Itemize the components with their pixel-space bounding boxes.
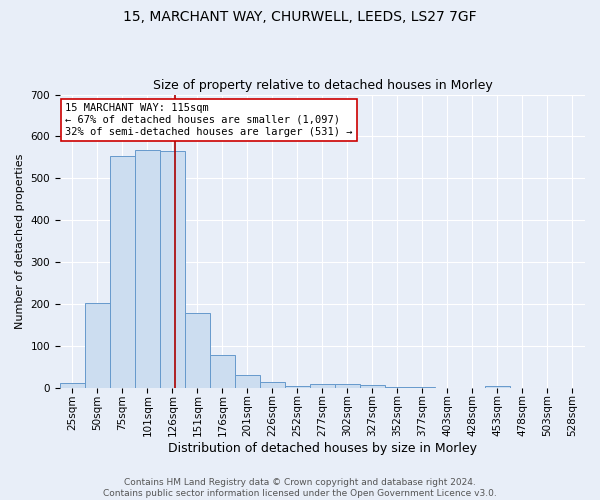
Bar — [260, 382, 285, 388]
Bar — [135, 150, 160, 388]
Text: Contains HM Land Registry data © Crown copyright and database right 2024.
Contai: Contains HM Land Registry data © Crown c… — [103, 478, 497, 498]
Bar — [210, 356, 235, 388]
Y-axis label: Number of detached properties: Number of detached properties — [15, 154, 25, 329]
Text: 15 MARCHANT WAY: 115sqm
← 67% of detached houses are smaller (1,097)
32% of semi: 15 MARCHANT WAY: 115sqm ← 67% of detache… — [65, 104, 353, 136]
Bar — [385, 387, 410, 388]
Bar — [85, 302, 110, 388]
Bar — [485, 386, 510, 388]
Bar — [235, 376, 260, 388]
Title: Size of property relative to detached houses in Morley: Size of property relative to detached ho… — [152, 79, 493, 92]
Bar — [335, 384, 360, 388]
Text: 15, MARCHANT WAY, CHURWELL, LEEDS, LS27 7GF: 15, MARCHANT WAY, CHURWELL, LEEDS, LS27 … — [123, 10, 477, 24]
Bar — [60, 383, 85, 388]
Bar — [185, 314, 210, 388]
Bar — [110, 156, 135, 388]
Bar — [410, 387, 435, 388]
Bar — [285, 386, 310, 388]
Bar — [360, 384, 385, 388]
X-axis label: Distribution of detached houses by size in Morley: Distribution of detached houses by size … — [168, 442, 477, 455]
Bar — [160, 151, 185, 388]
Bar — [310, 384, 335, 388]
